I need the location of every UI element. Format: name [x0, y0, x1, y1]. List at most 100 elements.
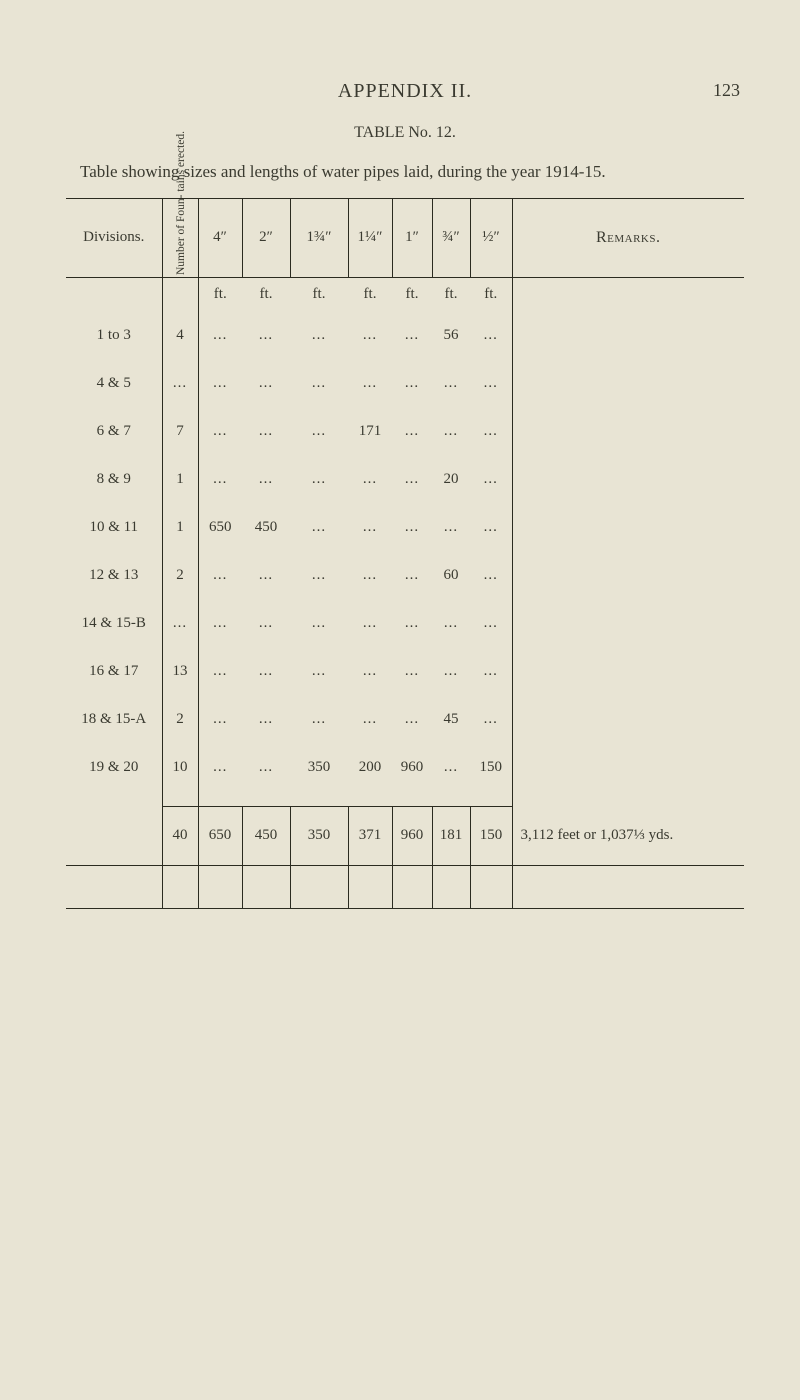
row-rem [512, 648, 744, 696]
row-val-5: ... [432, 360, 470, 408]
row-val-2: ... [290, 360, 348, 408]
row-rem [512, 552, 744, 600]
pipes-table: Divisions. Number of Foun- tains erected… [66, 199, 744, 909]
row-foun: 1 [162, 504, 198, 552]
row-val-5: ... [432, 648, 470, 696]
totals-5: 181 [432, 806, 470, 865]
row-val-4: ... [392, 600, 432, 648]
col-size-4: 1″ [392, 199, 432, 278]
row-division: 16 & 17 [66, 648, 162, 696]
col-remarks: Remarks. [512, 199, 744, 278]
units-1: ft. [242, 277, 290, 312]
totals-row: 40 650 450 350 371 960 181 150 3,112 fee… [66, 806, 744, 865]
row-val-2: ... [290, 696, 348, 744]
totals-6: 150 [470, 806, 512, 865]
units-0: ft. [198, 277, 242, 312]
row-division: 1 to 3 [66, 312, 162, 360]
totals-2: 350 [290, 806, 348, 865]
row-val-2: ... [290, 408, 348, 456]
row-foun: 2 [162, 552, 198, 600]
row-val-2: ... [290, 600, 348, 648]
col-size-1: 2″ [242, 199, 290, 278]
table-row: 19 & 2010......350200960...150 [66, 744, 744, 792]
table-row: 10 & 111650450............... [66, 504, 744, 552]
row-val-1: ... [242, 552, 290, 600]
row-foun: 10 [162, 744, 198, 792]
table-row: 8 & 91...............20... [66, 456, 744, 504]
col-fountains-label: Number of Foun- tains erected. [174, 201, 186, 275]
table-row: 16 & 1713..................... [66, 648, 744, 696]
table-row: 12 & 132...............60... [66, 552, 744, 600]
appendix-title: APPENDIX II. [60, 80, 750, 103]
totals-4: 960 [392, 806, 432, 865]
units-3: ft. [348, 277, 392, 312]
row-val-5: ... [432, 408, 470, 456]
row-rem [512, 312, 744, 360]
row-val-4: ... [392, 360, 432, 408]
row-val-5: 60 [432, 552, 470, 600]
row-val-3: ... [348, 552, 392, 600]
row-val-0: ... [198, 552, 242, 600]
totals-rem: 3,112 feet or 1,037⅓ yds. [512, 806, 744, 865]
col-size-5: ¾″ [432, 199, 470, 278]
row-division: 14 & 15-B [66, 600, 162, 648]
units-4: ft. [392, 277, 432, 312]
table-row: 18 & 15-A2...............45... [66, 696, 744, 744]
row-val-0: ... [198, 456, 242, 504]
row-val-0: ... [198, 408, 242, 456]
row-val-6: ... [470, 456, 512, 504]
totals-div [66, 806, 162, 865]
row-division: 18 & 15-A [66, 696, 162, 744]
units-rem [512, 277, 744, 312]
totals-foun: 40 [162, 806, 198, 865]
row-val-0: ... [198, 744, 242, 792]
table-header-row: Divisions. Number of Foun- tains erected… [66, 199, 744, 278]
table-wrap: Divisions. Number of Foun- tains erected… [66, 198, 744, 909]
units-foun [162, 277, 198, 312]
row-division: 8 & 9 [66, 456, 162, 504]
page: APPENDIX II. 123 TABLE No. 12. Table sho… [0, 0, 800, 1400]
units-div [66, 277, 162, 312]
row-val-1: ... [242, 408, 290, 456]
row-val-4: ... [392, 504, 432, 552]
row-val-1: ... [242, 360, 290, 408]
row-foun: 13 [162, 648, 198, 696]
row-val-6: ... [470, 696, 512, 744]
row-val-1: ... [242, 312, 290, 360]
row-val-4: ... [392, 312, 432, 360]
row-val-1: ... [242, 696, 290, 744]
row-rem [512, 696, 744, 744]
row-val-3: ... [348, 360, 392, 408]
table-row: 14 & 15-B........................ [66, 600, 744, 648]
row-val-6: ... [470, 648, 512, 696]
row-foun: ... [162, 600, 198, 648]
row-division: 10 & 11 [66, 504, 162, 552]
row-val-4: ... [392, 456, 432, 504]
row-val-5: 45 [432, 696, 470, 744]
row-val-3: ... [348, 600, 392, 648]
units-6: ft. [470, 277, 512, 312]
totals-3: 371 [348, 806, 392, 865]
row-val-3: ... [348, 312, 392, 360]
col-divisions: Divisions. [66, 199, 162, 278]
totals-gap [66, 792, 744, 807]
row-val-4: ... [392, 408, 432, 456]
row-val-5: ... [432, 504, 470, 552]
row-val-3: ... [348, 456, 392, 504]
row-division: 19 & 20 [66, 744, 162, 792]
col-size-3: 1¼″ [348, 199, 392, 278]
row-val-6: 150 [470, 744, 512, 792]
row-val-6: ... [470, 408, 512, 456]
table-row: 4 & 5........................ [66, 360, 744, 408]
table-pad-row [66, 865, 744, 908]
row-val-5: 20 [432, 456, 470, 504]
row-val-5: 56 [432, 312, 470, 360]
row-val-2: ... [290, 456, 348, 504]
row-val-6: ... [470, 600, 512, 648]
row-val-1: ... [242, 744, 290, 792]
row-val-6: ... [470, 504, 512, 552]
row-division: 12 & 13 [66, 552, 162, 600]
row-rem [512, 600, 744, 648]
row-rem [512, 360, 744, 408]
row-val-0: ... [198, 360, 242, 408]
